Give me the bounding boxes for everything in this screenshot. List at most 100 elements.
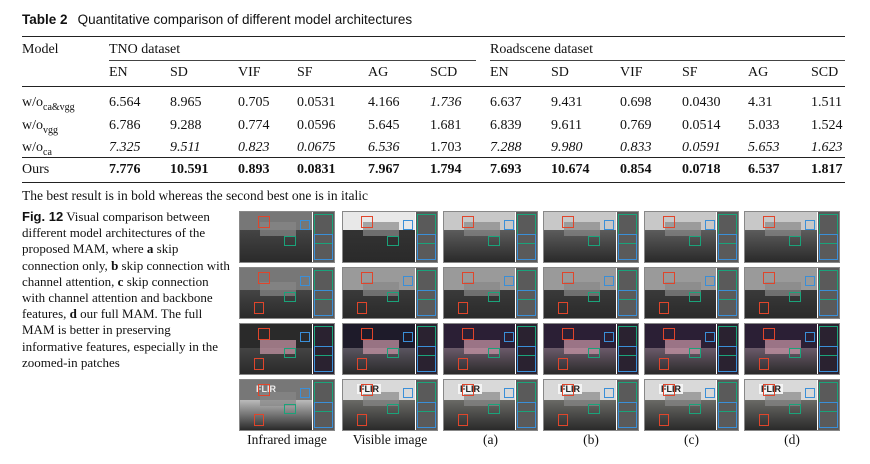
flir-sign: FLIR [759,384,783,394]
zoomed-patches [515,380,537,430]
zoomed-patch-green [417,214,436,244]
image-scene-1-d [744,211,840,263]
image-scene-4-a: FLIR [443,379,538,431]
image-scene-4-d: FLIR [744,379,840,431]
model-header: Model [22,42,59,57]
table-cell: 7.693 [490,162,522,177]
zoomed-patch-green [819,214,838,244]
image-structure [363,340,399,354]
zoomed-patch-green [517,326,536,356]
table-top-rule [22,36,845,38]
table-cell: 0.893 [238,162,270,177]
zoomed-patch-blue [718,234,737,260]
table-cell: 4.166 [368,95,400,110]
table-cell: 6.637 [490,95,522,110]
model-subscript: ca [43,146,52,158]
metric-header: SF [297,65,313,80]
zoom-region-box [504,332,514,342]
zoomed-patch-blue [314,290,333,316]
image-scene-3-b [543,323,639,375]
zoomed-patch-blue [819,346,838,372]
table-cell: 4.31 [748,95,773,110]
image-scene-3-infrared [239,323,335,375]
metric-header: VIF [620,65,643,80]
metric-header: AG [368,65,389,80]
zoom-region-box [805,388,815,398]
zoom-region-box [258,216,270,228]
column-label: Visible image [352,432,428,447]
table-cell: 8.965 [170,95,202,110]
table-cell: 0.0675 [297,140,336,155]
image-scene-2-c [644,267,739,319]
zoom-region-box [403,220,413,230]
zoom-region-box [403,276,413,286]
group-header-tno: TNO dataset [109,42,181,57]
image-scene-4-b: FLIR [543,379,639,431]
image-scene-2-visible [342,267,438,319]
zoom-region-box [663,328,675,340]
table-cell: 6.564 [109,95,141,110]
zoom-region-box [789,404,801,414]
image-scene-4-c: FLIR [644,379,739,431]
image-structure [665,340,701,354]
caption-letter: b [111,257,119,273]
zoomed-patches [616,268,638,318]
table-cell: 0.0718 [682,162,721,177]
zoom-region-box [763,384,775,396]
table-bottom-rule [22,182,845,184]
table-cell: 0.0591 [682,140,721,155]
zoomed-patch-blue [517,234,536,260]
before-ours-rule [22,157,845,158]
zoom-region-box [604,388,614,398]
zoomed-patch-green [718,214,737,244]
table-label: Table 2 [22,12,68,27]
zoomed-patches [817,324,839,374]
zoom-region-box [659,302,669,314]
metric-header: SD [170,65,188,80]
group-rule-tno [109,60,476,61]
zoom-region-box [258,384,270,396]
zoom-region-box [504,220,514,230]
table-cell: 0.0596 [297,118,336,133]
zoom-region-box [361,384,373,396]
image-structure [464,340,500,354]
metric-header: SCD [811,65,839,80]
zoom-region-box [458,358,468,370]
zoomed-patch-green [618,382,637,412]
image-structure [564,340,600,354]
zoomed-patches [312,268,334,318]
zoomed-patch-green [417,326,436,356]
zoomed-patch-green [718,326,737,356]
zoom-region-box [504,276,514,286]
zoom-region-box [689,292,701,302]
zoomed-patch-green [819,382,838,412]
zoom-region-box [763,216,775,228]
zoomed-patches [515,268,537,318]
flir-sign: FLIR [357,384,381,394]
zoomed-patches [515,324,537,374]
image-scene-1-a [443,211,538,263]
table-cell: 10.674 [551,162,590,177]
model-name: w/o [22,118,43,133]
zoom-region-box [284,236,296,246]
zoom-region-box [488,404,500,414]
zoom-region-box [789,236,801,246]
zoomed-patches [817,380,839,430]
zoom-region-box [562,384,574,396]
table-title: Quantitative comparison of different mod… [77,12,413,27]
zoom-region-box [763,272,775,284]
zoomed-patch-blue [718,402,737,428]
table-cell: 6.786 [109,118,141,133]
zoom-region-box [387,292,399,302]
table-cell: 6.537 [748,162,780,177]
zoom-region-box [462,272,474,284]
zoom-region-box [357,414,367,426]
zoom-region-box [604,332,614,342]
zoom-region-box [558,414,568,426]
group-header-roadscene: Roadscene dataset [490,42,594,57]
zoomed-patch-blue [314,346,333,372]
zoomed-patch-blue [618,234,637,260]
zoom-region-box [284,404,296,414]
zoom-region-box [254,358,264,370]
zoomed-patch-blue [718,346,737,372]
